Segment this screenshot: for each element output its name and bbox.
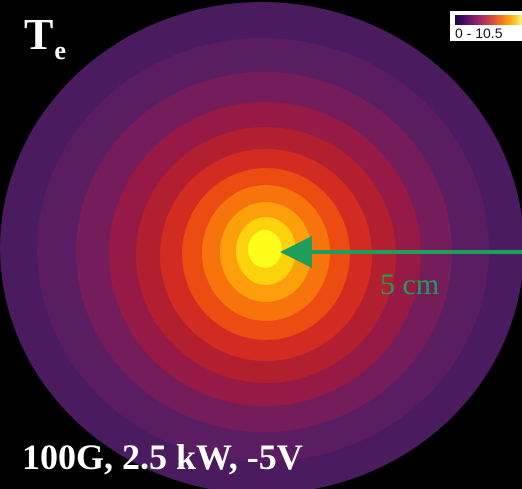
- conditions-label: 100G, 2.5 kW, -5V: [22, 437, 303, 477]
- colorbar-range-label: 0 - 10.5: [455, 25, 503, 41]
- quantity-title: Te: [24, 10, 66, 66]
- scale-bar-label: 5 cm: [380, 268, 440, 301]
- contour-ring-11: [248, 230, 282, 268]
- colorbar-gradient: [455, 15, 522, 25]
- colorbar: 0 - 10.5: [450, 11, 522, 41]
- quantity-symbol: T: [24, 10, 54, 59]
- quantity-subscript: e: [54, 36, 66, 65]
